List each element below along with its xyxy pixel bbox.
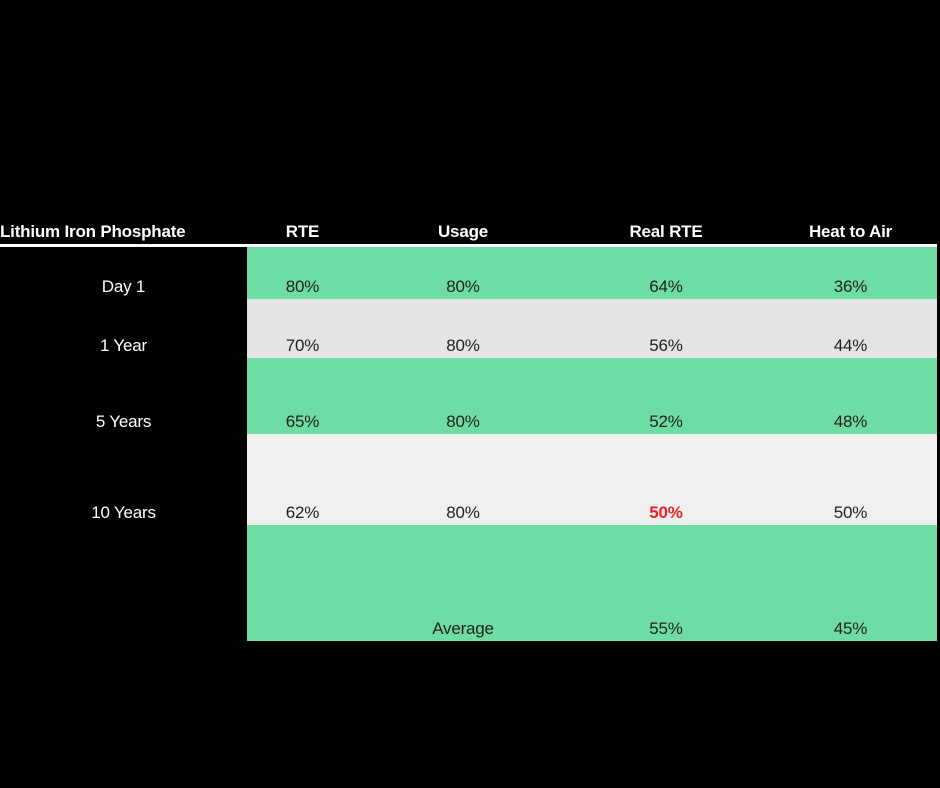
cell-avg-usage: Average — [358, 525, 568, 641]
table-title: Lithium Iron Phosphate — [0, 222, 186, 241]
header-cell-rte: RTE — [285, 222, 320, 241]
cell-1year-heat-to-air: 44% — [764, 299, 937, 358]
table-row: Day 1 80% 80% 64% 36% — [0, 247, 937, 299]
cell-avg-real-rte: 55% — [568, 525, 764, 641]
table-row: 10 Years 62% 80% 50% 50% — [0, 434, 937, 525]
cell-5years-rte: 65% — [247, 358, 358, 434]
cell-5years-usage: 80% — [358, 358, 568, 434]
cell-avg-heat-to-air: 45% — [764, 525, 937, 641]
table-row: 1 Year 70% 80% 56% 44% — [0, 299, 937, 358]
row-label-1-year: 1 Year — [99, 336, 148, 355]
cell-day1-rte: 80% — [247, 247, 358, 299]
lithium-iron-phosphate-table: Lithium Iron Phosphate RTE Usage Real RT… — [0, 222, 937, 641]
cell-10years-usage: 80% — [358, 434, 568, 525]
cell-10years-rte: 62% — [247, 434, 358, 525]
cell-day1-usage: 80% — [358, 247, 568, 299]
table-header-row: Lithium Iron Phosphate RTE Usage Real RT… — [0, 222, 937, 247]
cell-5years-real-rte: 52% — [568, 358, 764, 434]
cell-10years-real-rte-highlighted: 50% — [568, 434, 764, 525]
header-cell-usage: Usage — [437, 222, 489, 241]
cell-day1-real-rte: 64% — [568, 247, 764, 299]
cell-1year-usage: 80% — [358, 299, 568, 358]
cell-1year-real-rte: 56% — [568, 299, 764, 358]
table-row: 5 Years 65% 80% 52% 48% — [0, 358, 937, 434]
row-label-5-years: 5 Years — [95, 412, 152, 431]
header-cell-heat-to-air: Heat to Air — [808, 222, 893, 241]
table-row: Average 55% 45% — [0, 525, 937, 641]
row-label-average — [0, 525, 247, 641]
row-label-day-1: Day 1 — [101, 277, 146, 296]
cell-5years-heat-to-air: 48% — [764, 358, 937, 434]
cell-10years-heat-to-air: 50% — [764, 434, 937, 525]
row-label-10-years: 10 Years — [91, 503, 156, 522]
cell-avg-rte — [247, 525, 358, 641]
cell-1year-rte: 70% — [247, 299, 358, 358]
cell-day1-heat-to-air: 36% — [764, 247, 937, 299]
header-cell-real-rte: Real RTE — [629, 222, 703, 241]
